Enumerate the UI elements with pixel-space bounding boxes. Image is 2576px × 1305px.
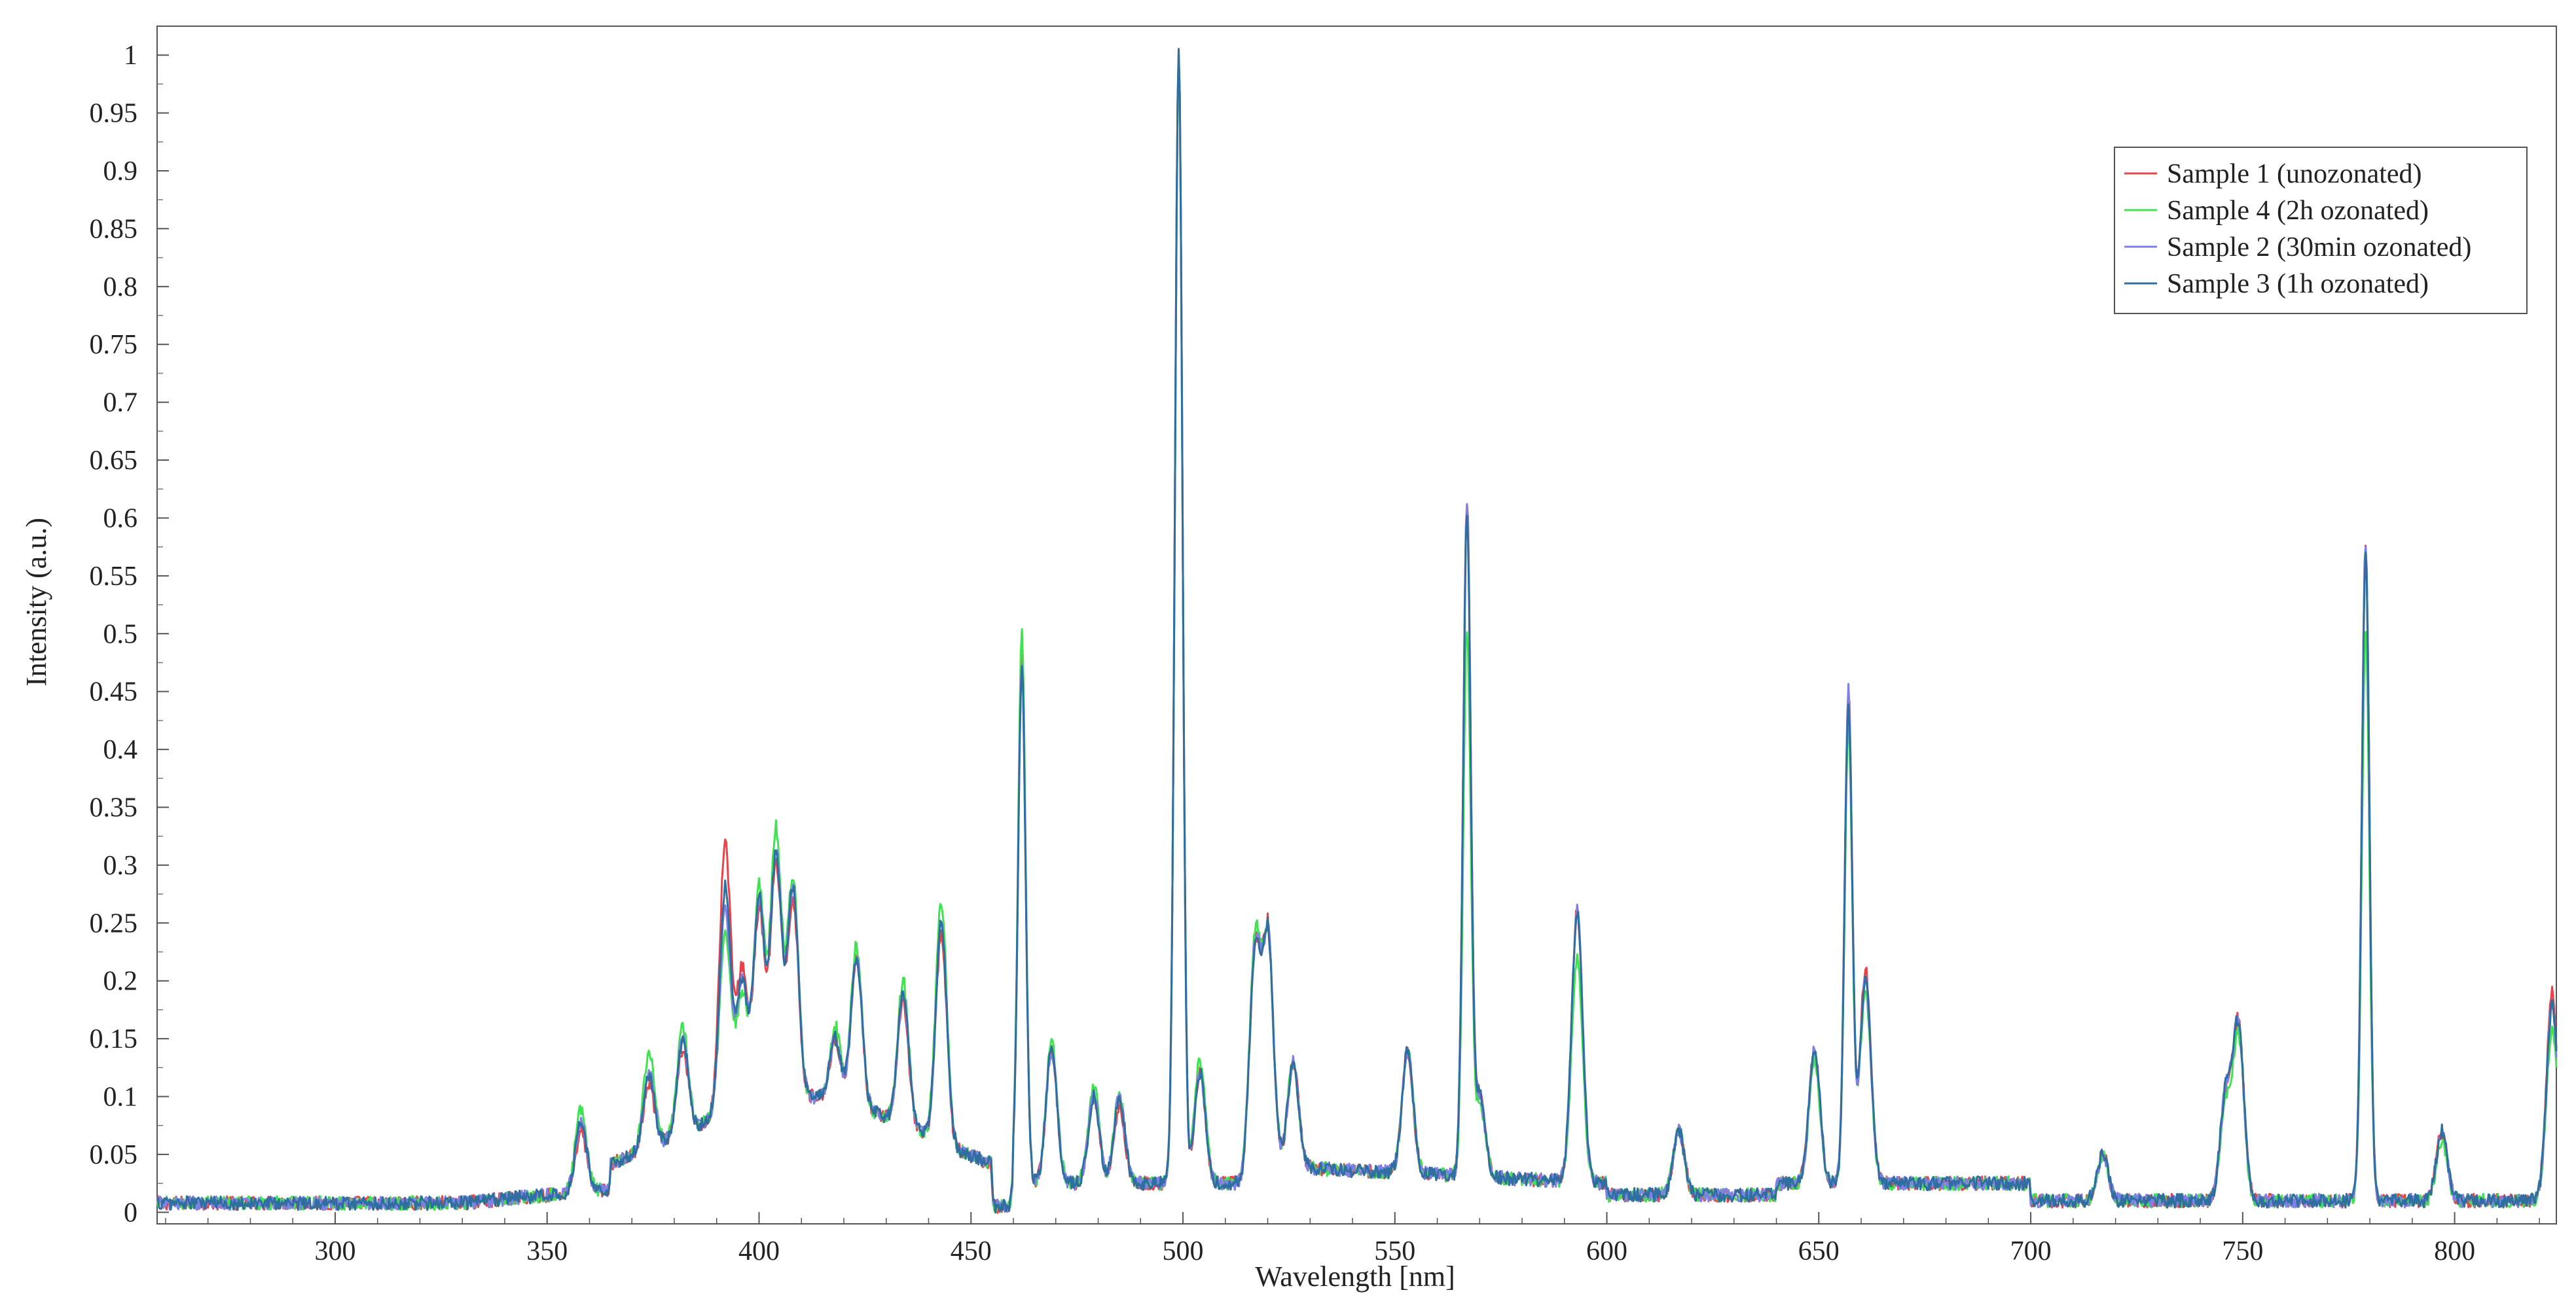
y-tick-label: 0.45 bbox=[90, 677, 138, 707]
x-tick-label: 350 bbox=[526, 1236, 568, 1266]
legend-box bbox=[2114, 147, 2528, 314]
x-tick-label: 750 bbox=[2222, 1236, 2263, 1266]
y-tick-label: 0.75 bbox=[90, 330, 138, 360]
series-line-4 bbox=[156, 48, 2558, 1214]
y-axis: 0 0.05 0.1 0.15 0.2 0.25 0.3 0.35 0.4 0.45 0.5 0.55… bbox=[90, 41, 169, 1228]
y-tick-label: 0.15 bbox=[90, 1024, 138, 1054]
y-tick-label: 0.9 bbox=[103, 156, 138, 187]
x-tick-label: 650 bbox=[1798, 1236, 1840, 1266]
y-tick-label: 0.4 bbox=[103, 735, 138, 765]
x-tick-label: 550 bbox=[1374, 1236, 1415, 1266]
x-tick-label: 600 bbox=[1586, 1236, 1627, 1266]
x-tick-label: 500 bbox=[1163, 1236, 1204, 1266]
x-tick-label: 700 bbox=[2010, 1236, 2052, 1266]
y-tick-label: 0.95 bbox=[90, 99, 138, 129]
x-axis-title: Wavelength [nm] bbox=[1255, 1260, 1455, 1293]
y-tick-label: 0 bbox=[124, 1198, 137, 1228]
y-axis-title: Intensity (a.u.) bbox=[20, 518, 52, 687]
plot-frame bbox=[156, 26, 2557, 1225]
legend: Sample 1 (unozonated) Sample 4 (2h ozonat… bbox=[2114, 147, 2528, 314]
x-axis: 300 350 400 450 500 550 600 650 700 750 800 bbox=[165, 1212, 2540, 1266]
x-tick-label: 800 bbox=[2434, 1236, 2475, 1266]
y-tick-label: 0.35 bbox=[90, 793, 138, 823]
y-tick-label: 0.6 bbox=[103, 503, 138, 533]
y-tick-label: 0.5 bbox=[103, 619, 138, 649]
legend-entry: Sample 2 (30min ozonated) bbox=[2167, 232, 2471, 262]
y-tick-label: 0.05 bbox=[90, 1140, 138, 1170]
y-tick-label: 0.2 bbox=[103, 967, 138, 997]
y-tick-label: 0.55 bbox=[90, 562, 138, 592]
y-tick-label: 0.3 bbox=[103, 851, 138, 881]
x-tick-label: 400 bbox=[738, 1236, 780, 1266]
y-tick-label: 0.1 bbox=[103, 1082, 138, 1113]
y-tick-label: 0.7 bbox=[103, 388, 138, 418]
y-tick-label: 0.8 bbox=[103, 272, 138, 302]
x-tick-label: 300 bbox=[314, 1236, 355, 1266]
series-layer bbox=[156, 48, 2558, 1214]
y-tick-label: 0.65 bbox=[90, 446, 138, 476]
legend-entry: Sample 4 (2h ozonated) bbox=[2167, 196, 2429, 226]
y-tick-label: 0.85 bbox=[90, 214, 138, 244]
legend-entry: Sample 1 (unozonated) bbox=[2167, 159, 2422, 189]
x-tick-label: 450 bbox=[951, 1236, 992, 1266]
y-tick-label: 1 bbox=[124, 41, 137, 71]
plot-border bbox=[156, 26, 2557, 1225]
y-tick-label: 0.25 bbox=[90, 908, 138, 939]
legend-entry: Sample 3 (1h ozonated) bbox=[2167, 269, 2429, 299]
